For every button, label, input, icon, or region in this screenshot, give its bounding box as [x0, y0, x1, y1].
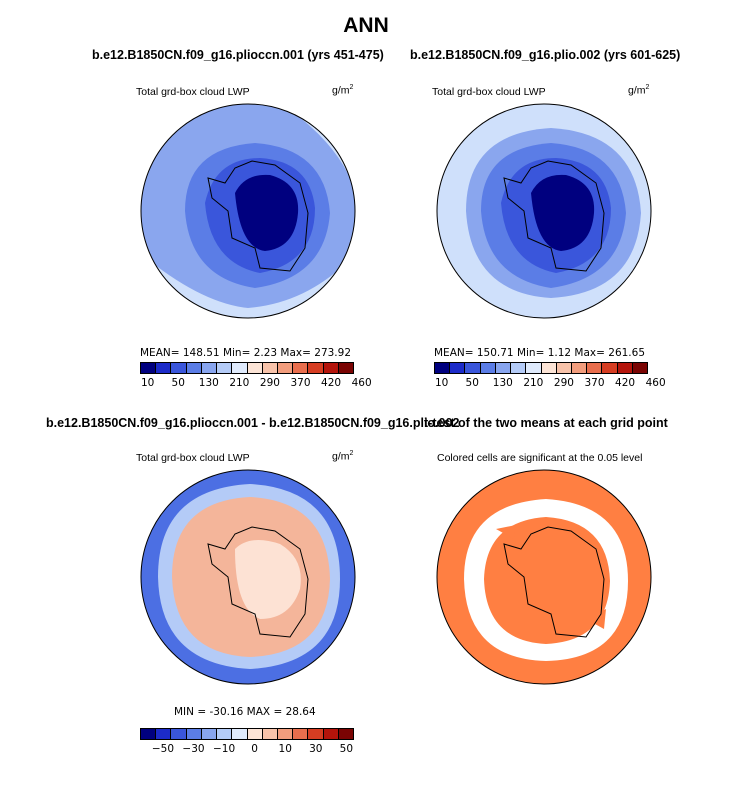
colorbar-tick-label: 460: [645, 377, 666, 389]
colorbar-swatch: [322, 363, 338, 373]
panel-2-title: b.e12.B1850CN.f09_g16.plio.002 (yrs 601-…: [410, 48, 681, 62]
colorbar-swatch: [555, 363, 571, 373]
colorbar-tick-label: 10: [434, 377, 449, 389]
colorbar-swatch: [216, 729, 232, 739]
colorbar-swatch: [170, 363, 186, 373]
colorbar-tick-label: 130: [492, 377, 513, 389]
colorbar-tick-label: 130: [198, 377, 219, 389]
colorbar-swatch: [231, 363, 247, 373]
colorbar-swatch: [525, 363, 541, 373]
colorbar-swatch: [141, 729, 156, 739]
panel-1-map: [140, 103, 356, 319]
colorbar-swatch: [494, 363, 511, 373]
colorbar-tick-label: −30: [182, 743, 205, 755]
colorbar-swatch: [200, 729, 217, 739]
main-title: ANN: [343, 14, 389, 37]
colorbar-swatch: [479, 363, 495, 373]
panel-2-variable-label: Total grd-box cloud LWP: [432, 86, 546, 98]
colorbar-tick-label: 30: [309, 743, 323, 755]
colorbar-swatch: [322, 729, 338, 739]
panel-3-title: b.e12.B1850CN.f09_g16.plioccn.001 - b.e1…: [46, 416, 460, 430]
panel-3-units-label: g/m2: [332, 450, 354, 463]
colorbar-tick-label: 50: [171, 377, 185, 389]
colorbar-swatch: [586, 363, 602, 373]
panel-1-stats: MEAN= 148.51 Min= 2.23 Max= 273.92: [140, 347, 352, 359]
colorbar-swatch: [307, 363, 323, 373]
colorbar-swatch: [464, 363, 480, 373]
colorbar-tick-label: 50: [339, 743, 354, 755]
colorbar-tick-label: 370: [290, 377, 311, 389]
panel-1-title: b.e12.B1850CN.f09_g16.plioccn.001 (yrs 4…: [92, 48, 384, 62]
colorbar-swatch: [292, 729, 308, 739]
panel-2-map: [436, 103, 652, 319]
panel-2-stats: MEAN= 150.71 Min= 1.12 Max= 261.65: [434, 347, 646, 359]
colorbar-tick-label: 370: [584, 377, 605, 389]
colorbar-swatch: [631, 363, 648, 373]
panel-3-map: [140, 469, 356, 685]
colorbar-swatch: [261, 729, 277, 739]
colorbar-swatch: [616, 363, 632, 373]
colorbar-tick-label: 290: [553, 377, 574, 389]
panel-3-stats: MIN = -30.16 MAX = 28.64: [174, 706, 316, 718]
colorbar-tick-label: 420: [615, 377, 636, 389]
panel-1-colorbar: [140, 362, 354, 374]
panel-2-units-label: g/m2: [628, 84, 650, 97]
colorbar-tick-label: −50: [151, 743, 175, 755]
colorbar-swatch: [231, 729, 247, 739]
colorbar-tick-label: −10: [212, 743, 236, 755]
colorbar-swatch: [337, 363, 354, 373]
colorbar-swatch: [292, 363, 308, 373]
colorbar-swatch: [155, 729, 171, 739]
colorbar-tick-label: 210: [523, 377, 544, 389]
colorbar-swatch: [155, 363, 171, 373]
colorbar-swatch: [510, 363, 526, 373]
panel-3-colorbar: [140, 728, 354, 740]
colorbar-swatch: [246, 729, 262, 739]
colorbar-tick-label: 420: [321, 377, 342, 389]
colorbar-tick-label: 460: [351, 377, 372, 389]
panel-3-variable-label: Total grd-box cloud LWP: [136, 452, 250, 464]
colorbar-swatch: [216, 363, 232, 373]
colorbar-swatch: [540, 363, 556, 373]
panel-1-units-label: g/m2: [332, 84, 354, 97]
colorbar-swatch: [261, 363, 277, 373]
colorbar-swatch: [276, 363, 293, 373]
panel-1-variable-label: Total grd-box cloud LWP: [136, 86, 250, 98]
colorbar-tick-label: 210: [229, 377, 250, 389]
colorbar-swatch: [185, 363, 201, 373]
panel-4-map: [436, 469, 652, 685]
colorbar-swatch: [200, 363, 217, 373]
colorbar-tick-label: 10: [278, 743, 292, 755]
colorbar-swatch: [185, 729, 201, 739]
colorbar-swatch: [449, 363, 465, 373]
colorbar-tick-label: 290: [259, 377, 280, 389]
colorbar-swatch: [141, 363, 156, 373]
colorbar-swatch: [276, 729, 293, 739]
panel-2-colorbar: [434, 362, 648, 374]
colorbar-tick-label: 50: [465, 377, 479, 389]
colorbar-swatch: [601, 363, 617, 373]
colorbar-swatch: [570, 363, 587, 373]
colorbar-tick-label: 0: [251, 743, 258, 755]
colorbar-swatch: [246, 363, 262, 373]
colorbar-tick-label: 10: [140, 377, 155, 389]
colorbar-swatch: [337, 729, 354, 739]
panel-4-title: t-test of the two means at each grid poi…: [424, 416, 668, 430]
colorbar-swatch: [435, 363, 450, 373]
colorbar-swatch: [170, 729, 186, 739]
colorbar-swatch: [307, 729, 323, 739]
panel-4-significance-label: Colored cells are significant at the 0.0…: [437, 452, 643, 464]
